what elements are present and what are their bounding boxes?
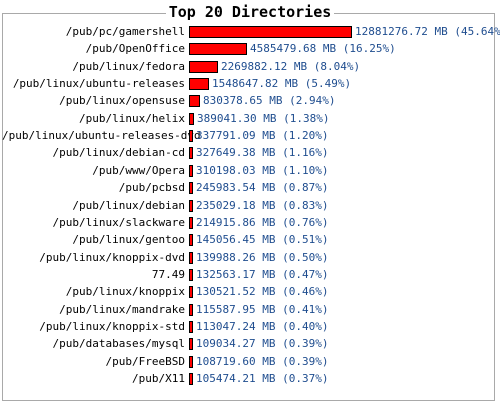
category-label: /pub/www/Opera [92,163,185,177]
category-label: /pub/linux/ubuntu-releases [12,77,185,91]
bar [189,338,193,351]
bar [189,60,218,73]
category-label: /pub/OpenOffice [85,42,185,56]
category-label: 77.49 [151,267,185,281]
bar [189,95,200,108]
bar [189,303,193,316]
category-label: /pub/linux/opensuse [59,94,185,108]
value-label: 105474.21 MB (0.37%) [196,372,329,385]
chart-title: Top 20 Directories [165,3,335,21]
value-label: 337791.09 MB (1.20%) [196,129,329,143]
bar [189,147,193,160]
bar [189,26,352,38]
category-label: /pub/linux/ubuntu-releases-dvd [2,129,201,143]
value-label: 327649.38 MB (1.16%) [196,146,329,160]
bar [189,182,193,195]
category-label: /pub/linux/slackware [52,215,185,229]
value-label: 130521.52 MB (0.46%) [196,285,329,299]
bar [189,286,193,299]
bar [189,130,193,143]
bar [189,268,193,281]
value-label: 389041.30 MB (1.38%) [197,111,330,125]
bar [189,112,194,125]
value-label: 235029.18 MB (0.83%) [196,198,329,212]
value-label: 139988.26 MB (0.50%) [196,250,329,264]
value-label: 132563.17 MB (0.47%) [196,267,329,281]
bar [189,320,193,333]
bar [189,78,209,91]
bar [189,43,247,56]
category-label: /pub/linux/fedora [72,59,185,73]
value-label: 145056.45 MB (0.51%) [196,233,329,247]
bar [189,251,193,264]
category-label: /pub/linux/debian [72,198,185,212]
value-label: 12881276.72 MB (45.64%) [355,25,500,38]
value-label: 115587.95 MB (0.41%) [196,302,329,316]
category-label: /pub/linux/gentoo [72,233,185,247]
value-label: 109034.27 MB (0.39%) [196,337,329,351]
value-label: 830378.65 MB (2.94%) [203,94,336,108]
bar [189,234,193,247]
chart-title-wrap: Top 20 Directories [0,2,500,22]
value-label: 113047.24 MB (0.40%) [196,319,329,333]
value-label: 310198.03 MB (1.10%) [196,163,329,177]
value-label: 2269882.12 MB (8.04%) [221,59,361,73]
category-label: /pub/databases/mysql [52,337,185,351]
category-label: /pub/linux/knoppix [65,285,185,299]
category-label: /pub/linux/helix [79,111,185,125]
bar [189,199,193,212]
value-label: 4585479.68 MB (16.25%) [250,42,396,56]
bar [189,373,193,385]
category-label: /pub/pc/gamershell [65,25,185,38]
value-label: 245983.54 MB (0.87%) [196,181,329,195]
value-label: 1548647.82 MB (5.49%) [212,77,352,91]
category-label: /pub/linux/debian-cd [52,146,185,160]
bar [189,164,193,177]
category-label: /pub/linux/knoppix-dvd [39,250,185,264]
category-label: /pub/linux/mandrake [59,302,185,316]
category-label: /pub/pcbsd [118,181,185,195]
value-label: 214915.86 MB (0.76%) [196,215,329,229]
bar [189,216,193,229]
bar [189,355,193,368]
category-label: /pub/X11 [132,372,185,385]
category-label: /pub/FreeBSD [105,354,185,368]
value-label: 108719.60 MB (0.39%) [196,354,329,368]
category-label: /pub/linux/knoppix-std [39,319,185,333]
